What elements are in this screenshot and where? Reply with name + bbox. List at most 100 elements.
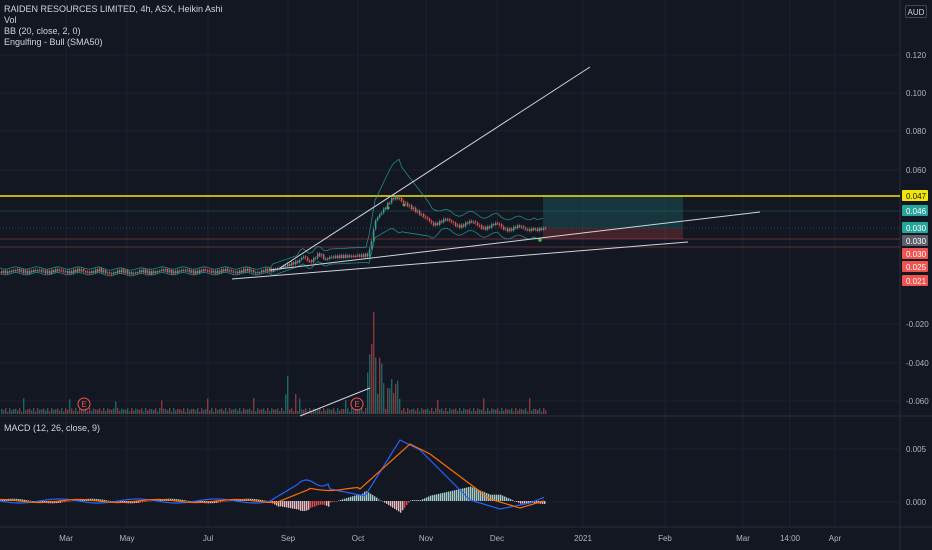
price-axis[interactable]: 0.120 0.100 0.080 0.060 -0.020 -0.040 -0.060 0.… <box>906 51 929 507</box>
time-tick-label: Nov <box>419 534 433 543</box>
macd-histogram-bar <box>402 501 404 511</box>
candle <box>211 270 213 273</box>
drawing-tools[interactable] <box>231 66 761 417</box>
volume-bar <box>277 408 279 414</box>
currency-badge[interactable]: AUD <box>905 5 927 18</box>
price-tag <box>902 205 928 216</box>
symbol-title[interactable]: RAIDEN RESOURCES LIMITED, 4h, ASX, Heiki… <box>4 4 223 14</box>
volume-bar <box>49 411 51 414</box>
macd-histogram-bar <box>444 492 446 501</box>
candle <box>425 216 427 218</box>
earnings-marker <box>77 397 91 411</box>
macd-histogram-bar <box>20 499 22 501</box>
volume-bar <box>505 408 507 414</box>
macd-histogram-bar <box>524 501 526 504</box>
candle <box>459 224 461 228</box>
candle <box>531 228 533 232</box>
volume-bar <box>231 409 233 414</box>
candle <box>527 228 529 230</box>
macd-histogram-bar <box>252 498 254 501</box>
volume-bar <box>459 408 461 414</box>
volume-bar <box>97 409 99 414</box>
candle <box>453 221 455 223</box>
volume-bar <box>525 408 527 414</box>
bollinger-indicator-label[interactable]: BB (20, close, 2, 0) <box>4 26 81 36</box>
volume-bar <box>123 409 125 414</box>
candle <box>197 270 199 274</box>
macd-histogram-bar <box>140 501 142 503</box>
macd-histogram-bar <box>458 489 460 501</box>
candle <box>333 256 335 258</box>
candle <box>9 271 11 273</box>
candle <box>483 226 485 229</box>
macd-histogram-bar <box>452 490 454 501</box>
candle <box>37 269 39 271</box>
volume-bar <box>213 411 215 414</box>
macd-histogram-bar <box>94 498 96 501</box>
candle <box>113 272 115 274</box>
macd-histogram-bar <box>468 487 470 501</box>
volume-bar <box>415 410 417 414</box>
volume-bar <box>513 411 515 414</box>
engulfing-indicator-label[interactable]: Engulfing - Bull (SMA50) <box>4 37 103 47</box>
macd-histogram-bar <box>404 501 406 508</box>
candle <box>375 220 377 230</box>
macd-histogram-bar <box>312 501 314 508</box>
volume-bar <box>283 411 285 414</box>
candle <box>257 271 259 273</box>
candle <box>515 226 517 229</box>
price-tag <box>902 275 928 286</box>
price-tag-label: 0.047 <box>906 192 927 201</box>
volume-bar <box>153 409 155 414</box>
volume-bar <box>265 410 267 414</box>
candle <box>147 270 149 273</box>
volume-bar <box>523 409 525 414</box>
macd-histogram-bar <box>352 496 354 501</box>
volume-bar <box>473 408 475 414</box>
candle <box>203 269 205 272</box>
candle <box>313 258 315 263</box>
macd-histogram-bar <box>58 501 60 503</box>
volume-bar <box>337 408 339 414</box>
macd-histogram-bar <box>320 501 322 505</box>
candle <box>449 218 451 221</box>
macd-histogram-bar <box>260 499 262 501</box>
volume-bar <box>527 411 529 414</box>
candle <box>349 255 351 257</box>
volume-indicator-label[interactable]: Vol <box>4 15 17 25</box>
volume-bar <box>423 409 425 414</box>
macd-histogram-bar <box>470 486 472 501</box>
macd-histogram-bar <box>410 500 412 501</box>
macd-histogram-bar <box>414 500 416 501</box>
volume-bar <box>181 410 183 414</box>
macd-indicator-label[interactable]: MACD (12, 26, close, 9) <box>4 423 101 433</box>
volume-bar <box>219 409 221 414</box>
volume-bar <box>545 410 547 414</box>
candle <box>445 218 447 221</box>
volume-bar <box>441 408 443 414</box>
macd-histogram-bar <box>284 501 286 508</box>
volume-bar <box>485 411 487 414</box>
macd-histogram-bar <box>408 501 410 503</box>
long-position-box[interactable] <box>0 195 900 248</box>
candle <box>41 269 43 272</box>
volume-bar <box>275 409 277 414</box>
volume-bar <box>375 357 377 414</box>
macd-histogram-bar <box>428 496 430 501</box>
candle <box>107 272 109 274</box>
candle <box>395 196 397 200</box>
time-axis[interactable]: Mar May Jul Sep Oct Nov Dec 2021 Feb Mar 14:00 Apr <box>59 534 841 543</box>
macd-histogram-bar <box>472 487 474 501</box>
macd-histogram-bar <box>374 496 376 501</box>
volume-bar <box>317 409 319 414</box>
volume-bar <box>79 408 81 414</box>
macd-histogram-bar <box>188 500 190 502</box>
macd-histogram-bar <box>26 500 28 501</box>
price-tags: 0.047 0.046 0.030 0.030 0.030 0.025 0.021 <box>902 190 928 286</box>
candle <box>159 270 161 272</box>
candle <box>419 210 421 215</box>
macd-histogram-bar <box>304 501 306 511</box>
volume-bar <box>229 408 231 414</box>
